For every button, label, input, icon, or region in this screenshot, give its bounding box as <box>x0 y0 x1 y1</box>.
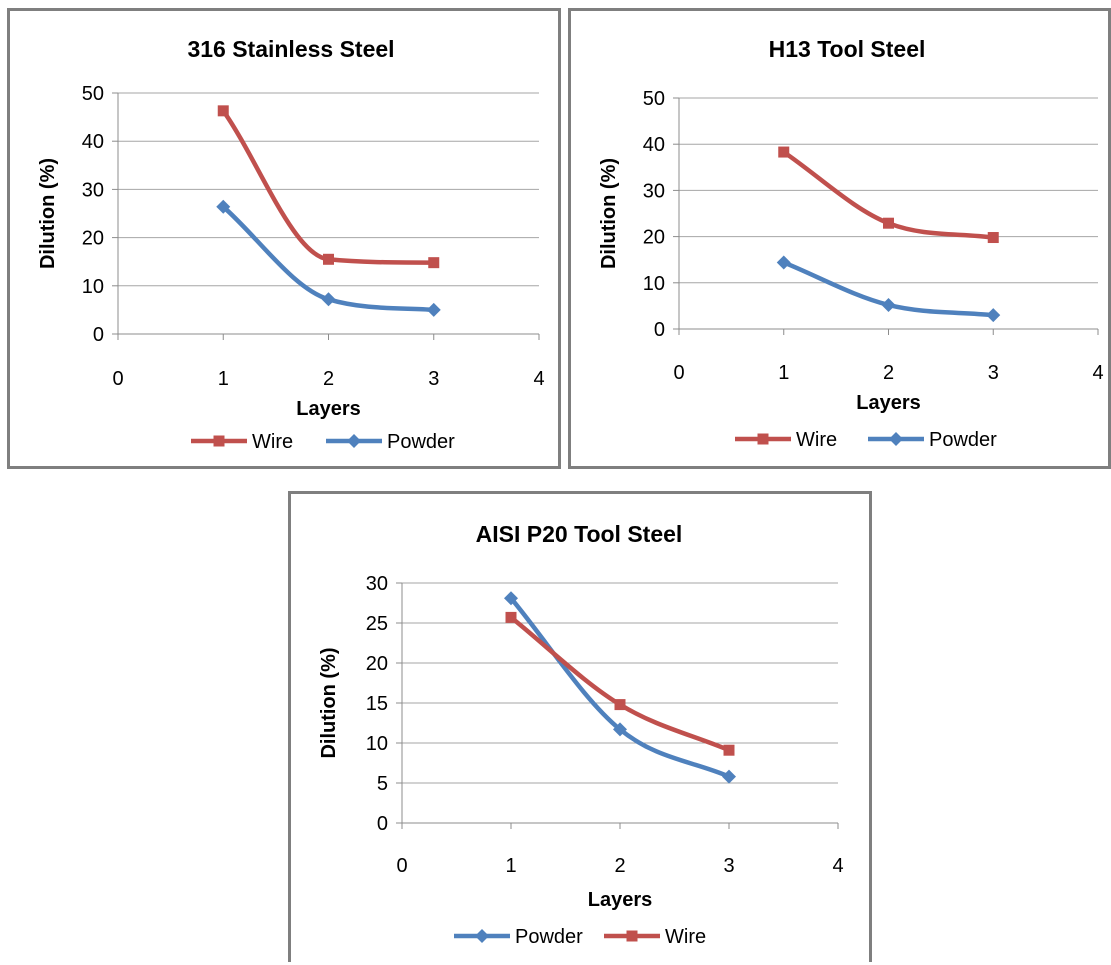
y-tick-label: 20 <box>643 227 665 249</box>
data-point-powder <box>321 292 336 307</box>
data-point-powder <box>504 591 518 606</box>
data-point-powder <box>613 722 627 737</box>
data-point-wire <box>323 253 334 265</box>
chart-panel-aisi-p20-tool-steel: AISI P20 Tool Steel 0 5 10 15 20 25 30 0 1 2 3 4 Laye… <box>288 491 872 962</box>
x-axis-title: Layers <box>296 398 361 420</box>
legend-marker-wire <box>213 435 225 447</box>
y-axis-title: Dilution (%) <box>598 158 620 269</box>
x-tick-label: 2 <box>323 368 334 390</box>
y-tick-label: 0 <box>654 319 665 341</box>
chart-316-stainless-steel: 316 Stainless Steel 0 10 20 30 40 50 0 1 2 3 4 Layer… <box>37 36 545 453</box>
legend-marker-powder <box>475 929 489 943</box>
legend-marker-powder <box>347 434 361 448</box>
y-tick-label: 15 <box>366 693 388 715</box>
data-point-powder <box>881 297 896 312</box>
series-line-wire <box>221 108 436 265</box>
x-tick-label: 2 <box>614 855 625 877</box>
x-tick-label: 1 <box>505 855 516 877</box>
y-tick-label: 0 <box>377 813 388 835</box>
x-tick-label: 0 <box>673 362 684 384</box>
x-tick-label: 1 <box>778 362 789 384</box>
legend-label-powder: Powder <box>515 926 583 948</box>
chart-aisi-p20-tool-steel: AISI P20 Tool Steel 0 5 10 15 20 25 30 0 1 2 3 4 Laye… <box>318 521 844 948</box>
y-tick-label: 20 <box>82 228 104 250</box>
data-point-wire <box>428 257 440 269</box>
legend-label-wire: Wire <box>796 429 837 451</box>
y-tick-label: 25 <box>366 613 388 635</box>
y-tick-label: 10 <box>643 273 665 295</box>
x-axis-title: Layers <box>588 889 653 911</box>
legend-label-wire: Wire <box>252 431 293 453</box>
y-tick-label: 10 <box>366 733 388 755</box>
data-point-wire <box>217 105 229 117</box>
data-point-wire <box>778 146 790 158</box>
x-tick-label: 3 <box>988 362 999 384</box>
chart-panel-h13-tool-steel: H13 Tool Steel 0 10 20 30 40 50 0 1 2 3 4 Layers Dilu… <box>568 8 1111 469</box>
x-tick-label: 4 <box>533 368 544 390</box>
x-tick-label: 4 <box>832 855 843 877</box>
y-tick-label: 5 <box>377 773 388 795</box>
y-tick-label: 0 <box>93 324 104 346</box>
x-tick-label: 0 <box>112 368 123 390</box>
chart-title: H13 Tool Steel <box>769 36 926 62</box>
y-tick-label: 30 <box>82 179 104 201</box>
x-tick-label: 4 <box>1092 362 1103 384</box>
y-tick-label: 20 <box>366 653 388 675</box>
y-tick-label: 40 <box>82 131 104 153</box>
data-point-powder <box>776 255 791 270</box>
data-point-wire <box>883 217 894 229</box>
y-tick-label: 40 <box>643 134 665 156</box>
x-tick-label: 3 <box>723 855 734 877</box>
y-tick-label: 50 <box>82 83 104 105</box>
legend-marker-wire <box>757 433 769 445</box>
y-axis-title: Dilution (%) <box>318 647 340 758</box>
data-point-powder <box>426 302 441 317</box>
legend-marker-powder <box>889 432 903 446</box>
data-point-wire <box>723 744 735 756</box>
data-point-wire <box>505 611 517 623</box>
chart-panel-316-stainless-steel: 316 Stainless Steel 0 10 20 30 40 50 0 1 2 3 4 Layer… <box>7 8 561 469</box>
x-tick-label: 3 <box>428 368 439 390</box>
chart-title: 316 Stainless Steel <box>187 36 394 62</box>
x-tick-label: 2 <box>883 362 894 384</box>
data-point-powder <box>722 769 736 784</box>
legend-label-powder: Powder <box>387 431 455 453</box>
data-point-powder <box>216 199 231 214</box>
x-axis-title: Layers <box>856 392 921 414</box>
data-point-wire <box>987 232 999 244</box>
chart-h13-tool-steel: H13 Tool Steel 0 10 20 30 40 50 0 1 2 3 4 Layers Dilu… <box>598 36 1104 451</box>
y-tick-label: 30 <box>366 573 388 595</box>
y-axis-title: Dilution (%) <box>37 158 59 269</box>
x-tick-label: 0 <box>396 855 407 877</box>
legend-label-wire: Wire <box>665 926 706 948</box>
legend-label-powder: Powder <box>929 429 997 451</box>
legend-marker-wire <box>626 930 638 942</box>
data-point-powder <box>986 308 1001 323</box>
chart-title: AISI P20 Tool Steel <box>476 521 683 547</box>
series-line-powder <box>508 595 732 779</box>
y-tick-label: 50 <box>643 88 665 110</box>
x-tick-label: 1 <box>218 368 229 390</box>
y-tick-label: 10 <box>82 276 104 298</box>
y-tick-label: 30 <box>643 180 665 202</box>
data-point-wire <box>614 699 626 711</box>
